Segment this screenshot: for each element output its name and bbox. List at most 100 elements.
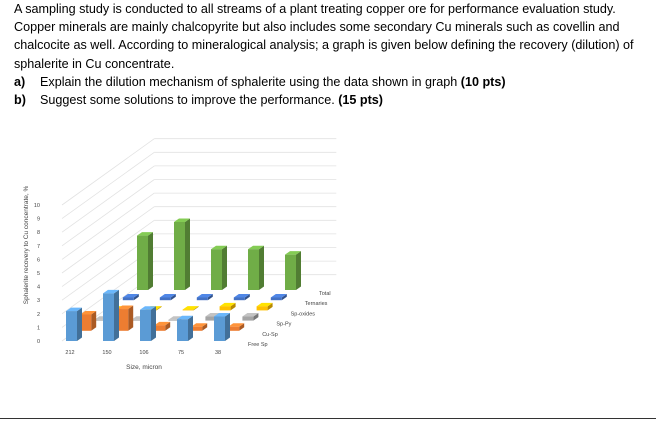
bar-front xyxy=(168,319,180,321)
bar-top xyxy=(219,302,236,307)
bar-front xyxy=(248,249,259,290)
bar-side xyxy=(133,293,139,301)
bar-top xyxy=(137,232,153,236)
y-tick-label: 10 xyxy=(34,203,40,209)
bar-top xyxy=(66,307,82,312)
bar-side xyxy=(91,310,97,331)
y-tick-label: 6 xyxy=(37,257,40,263)
bar-top xyxy=(103,289,119,294)
bar-top xyxy=(117,305,134,310)
bar-top xyxy=(270,293,287,298)
bar-side xyxy=(281,293,287,301)
bar-top xyxy=(159,293,176,298)
bar-side xyxy=(239,323,245,331)
chart-labels: 0 1 2 3 4 5 6 7 8 9 10 Sphalerite recovery to Cu co… xyxy=(23,186,331,371)
bar-top xyxy=(177,315,193,320)
bar-side xyxy=(225,313,230,341)
bar-front xyxy=(233,297,245,301)
bar-side xyxy=(165,321,171,331)
item-text: Suggest some solutions to improve the pe… xyxy=(40,93,339,108)
bar-front xyxy=(242,316,254,321)
bar-front xyxy=(214,316,225,341)
bar-top xyxy=(285,251,301,255)
bar-front xyxy=(159,297,171,301)
bar-front xyxy=(196,297,208,301)
y-tick-label: 9 xyxy=(37,217,40,223)
bar-side xyxy=(202,323,208,331)
bar-front xyxy=(117,309,129,331)
x-tick-label: 150 xyxy=(102,350,111,356)
bar-side xyxy=(207,293,213,301)
question-text: A sampling study is conducted to all str… xyxy=(14,0,646,109)
bar-side xyxy=(151,306,156,341)
bar-front xyxy=(122,297,134,301)
question-item-b: b) Suggest some solutions to improve the… xyxy=(14,91,646,109)
bar-front xyxy=(66,311,77,341)
bar-top xyxy=(154,321,171,326)
gridline-side xyxy=(61,179,155,247)
question-item-a: a) Explain the dilution mechanism of sph… xyxy=(14,73,646,91)
y-tick-label: 7 xyxy=(37,244,40,250)
bar-side xyxy=(296,251,301,290)
series-label: Sp-Py xyxy=(276,322,291,328)
x-tick-label: 38 xyxy=(215,350,221,356)
gridline-side xyxy=(61,206,155,274)
bar-top xyxy=(214,313,230,317)
bar-side xyxy=(230,302,236,311)
bottom-rule xyxy=(0,418,656,419)
bar-side xyxy=(170,293,176,301)
bar-side xyxy=(222,245,227,290)
item-points: (10 pts) xyxy=(460,74,506,89)
bar-side xyxy=(156,306,162,311)
bar-front xyxy=(80,314,92,331)
bar-front xyxy=(256,306,268,311)
y-tick-label: 1 xyxy=(37,325,40,331)
question-intro: A sampling study is conducted to all str… xyxy=(14,2,634,71)
bar-top xyxy=(233,293,250,298)
bar-top xyxy=(211,245,227,250)
series-label: Cu-Sp xyxy=(262,332,278,338)
bar-side xyxy=(114,289,119,341)
sphalerite-recovery-chart: 0 1 2 3 4 5 6 7 8 9 10 Sphalerite recovery to Cu co… xyxy=(23,138,337,371)
y-tick-label: 0 xyxy=(37,339,40,345)
bar-top xyxy=(182,306,199,310)
chart-figure: 0 1 2 3 4 5 6 7 8 9 10 Sphalerite recovery to Cu co… xyxy=(22,127,362,375)
y-tick-label: 2 xyxy=(37,312,40,318)
bar-front xyxy=(285,254,296,290)
bar-top xyxy=(248,245,264,250)
chart-bars xyxy=(66,218,301,341)
bar-top xyxy=(196,293,213,298)
x-tick-label: 106 xyxy=(139,350,148,356)
bar-top xyxy=(140,306,156,310)
bar-top xyxy=(191,323,208,327)
y-axis-label: Sphalerite recovery to Cu concentrate, % xyxy=(23,186,30,305)
bar-top xyxy=(122,293,139,298)
x-axis-label: Size, micron xyxy=(126,364,162,371)
item-text: Explain the dilution mechanism of sphale… xyxy=(40,74,461,89)
bar-top xyxy=(174,218,190,222)
bar-front xyxy=(137,235,148,290)
gridline-side xyxy=(61,138,155,206)
series-label: Free Sp xyxy=(248,342,268,348)
bar-front xyxy=(211,249,222,290)
bar-side xyxy=(188,315,193,341)
item-points: (15 pts) xyxy=(338,93,384,108)
y-tick-label: 5 xyxy=(37,271,40,277)
bar-front xyxy=(228,326,240,331)
bar-front xyxy=(140,309,151,341)
bar-top xyxy=(228,323,245,327)
bar-side xyxy=(267,302,273,311)
item-label: b) xyxy=(14,93,26,108)
bar-side xyxy=(77,307,82,341)
series-label: Ternaries xyxy=(305,301,328,307)
x-tick-label: 212 xyxy=(65,350,74,356)
y-tick-label: 8 xyxy=(37,230,40,236)
gridline-side xyxy=(61,219,155,287)
gridline-side xyxy=(61,165,155,233)
x-tick-label: 75 xyxy=(178,350,184,356)
bar-front xyxy=(177,319,188,341)
series-label: Sp-oxides xyxy=(291,311,316,317)
bar-front xyxy=(270,297,282,301)
series-label: Total xyxy=(319,291,331,297)
bar-front xyxy=(103,293,114,341)
